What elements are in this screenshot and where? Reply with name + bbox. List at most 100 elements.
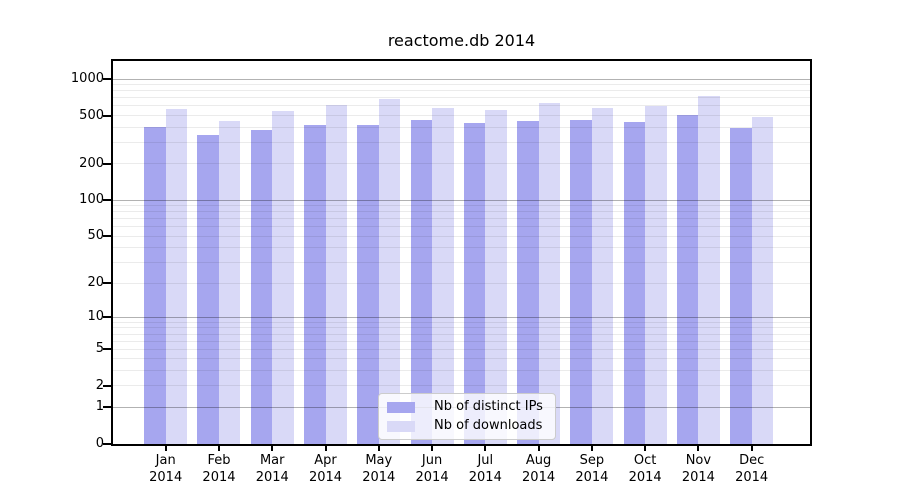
- gridline-minor: [113, 247, 810, 249]
- x-tick-mark: [484, 446, 487, 451]
- gridline-minor: [113, 126, 810, 128]
- bar-dec-downloads: [751, 116, 774, 444]
- gridline-minor: [113, 90, 810, 92]
- bar-mar-downloads: [272, 110, 294, 444]
- bar-jun-downloads: [432, 107, 454, 444]
- y-tick-label: 20: [87, 275, 104, 291]
- bar-feb-distinct-ips: [197, 135, 219, 444]
- x-tick-mark: [324, 446, 327, 451]
- y-tick-label: 5: [95, 341, 104, 357]
- bar-apr-distinct-ips: [304, 124, 326, 444]
- gridline-minor: [113, 84, 810, 86]
- gridline-major: [113, 199, 810, 201]
- x-tick-mark: [644, 446, 647, 451]
- bar-oct-downloads: [645, 105, 667, 444]
- gridline-minor: [113, 218, 810, 220]
- legend-swatch-distinct-ips: [387, 401, 415, 413]
- y-tick-label: 0: [95, 436, 104, 451]
- gridline-minor: [113, 333, 810, 335]
- bar-dec-distinct-ips: [730, 128, 752, 444]
- y-tick-mark: [103, 316, 111, 319]
- bar-aug-downloads: [538, 102, 561, 444]
- gridline-minor: [113, 226, 810, 228]
- x-tick-mark: [431, 446, 434, 451]
- x-tick-mark: [537, 446, 540, 451]
- gridline-minor: [113, 358, 810, 360]
- plot-area: [113, 61, 810, 444]
- gridline-minor: [113, 262, 810, 264]
- gridline-major: [113, 78, 810, 80]
- gridline-minor: [113, 235, 810, 237]
- x-tick-label-feb: Feb 2014: [202, 453, 236, 485]
- chart-title: reactome.db 2014: [387, 31, 536, 50]
- legend-label-distinct-ips: Nb of distinct IPs: [434, 399, 543, 414]
- y-tick-label: 500: [79, 107, 104, 123]
- legend-swatch-downloads: [387, 420, 415, 432]
- gridline-minor: [113, 205, 810, 207]
- x-tick-mark: [271, 446, 274, 451]
- x-tick-label-oct: Oct 2014: [628, 453, 662, 485]
- bar-aug-distinct-ips: [517, 121, 539, 444]
- gridline-minor: [113, 385, 810, 387]
- x-tick-label-apr: Apr 2014: [308, 453, 343, 485]
- x-tick-label-jan: Jan 2014: [149, 453, 183, 485]
- bar-jul-distinct-ips: [463, 123, 486, 444]
- y-tick-mark: [103, 235, 111, 238]
- bar-mar-distinct-ips: [250, 130, 273, 444]
- y-tick-mark: [103, 443, 111, 445]
- bar-apr-downloads: [325, 105, 347, 444]
- y-tick-mark: [103, 406, 111, 409]
- bar-oct-distinct-ips: [623, 122, 646, 444]
- y-tick-mark: [103, 114, 111, 117]
- bar-nov-downloads: [698, 95, 720, 444]
- bar-jun-distinct-ips: [410, 119, 433, 444]
- x-tick-label-jun: Jun 2014: [415, 453, 449, 485]
- gridline-minor: [113, 211, 810, 213]
- x-tick-mark: [590, 446, 593, 451]
- gridline-minor: [113, 105, 810, 107]
- x-tick-label-nov: Nov 2014: [681, 453, 715, 485]
- x-tick-mark: [377, 446, 380, 451]
- gridline-minor: [113, 141, 810, 143]
- legend-item-distinct-ips: Nb of distinct IPs: [387, 399, 543, 415]
- bar-jan-distinct-ips: [144, 126, 166, 444]
- y-tick-label: 200: [79, 155, 104, 171]
- y-tick-mark: [103, 162, 111, 165]
- gridline-minor: [113, 282, 810, 284]
- y-tick-mark: [103, 199, 111, 202]
- plot-frame: [111, 59, 812, 446]
- bar-jan-downloads: [165, 109, 188, 444]
- y-tick-mark: [103, 282, 111, 285]
- x-tick-label-sep: Sep 2014: [575, 453, 609, 485]
- x-tick-label-aug: Aug 2014: [522, 453, 556, 485]
- x-tick-mark: [164, 446, 167, 451]
- gridline-minor: [113, 115, 810, 117]
- gridline-minor: [113, 327, 810, 329]
- x-tick-label-dec: Dec 2014: [735, 453, 769, 485]
- y-tick-label: 10: [87, 309, 104, 325]
- y-tick-label: 1: [95, 399, 104, 415]
- bar-jul-downloads: [485, 110, 507, 444]
- x-tick-mark: [750, 446, 753, 451]
- bar-sep-distinct-ips: [570, 119, 592, 444]
- x-tick-label-jul: Jul 2014: [468, 453, 502, 485]
- legend: Nb of distinct IPs Nb of downloads: [378, 393, 556, 440]
- x-tick-mark: [217, 446, 220, 451]
- y-tick-label: 50: [87, 228, 104, 244]
- x-tick-mark: [697, 446, 700, 451]
- gridline-major: [113, 316, 810, 318]
- bar-nov-distinct-ips: [676, 115, 699, 444]
- legend-item-downloads: Nb of downloads: [387, 418, 543, 434]
- x-tick-label-mar: Mar 2014: [255, 453, 289, 485]
- x-tick-label-may: May 2014: [362, 453, 396, 485]
- bar-may-distinct-ips: [357, 124, 379, 444]
- gridline-minor: [113, 163, 810, 165]
- bar-feb-downloads: [218, 121, 241, 444]
- gridline-minor: [113, 321, 810, 323]
- y-tick-mark: [103, 78, 111, 80]
- gridline-minor: [113, 340, 810, 342]
- y-tick-mark: [103, 384, 111, 387]
- y-tick-label: 2: [95, 377, 104, 393]
- y-tick-label: 100: [79, 192, 104, 208]
